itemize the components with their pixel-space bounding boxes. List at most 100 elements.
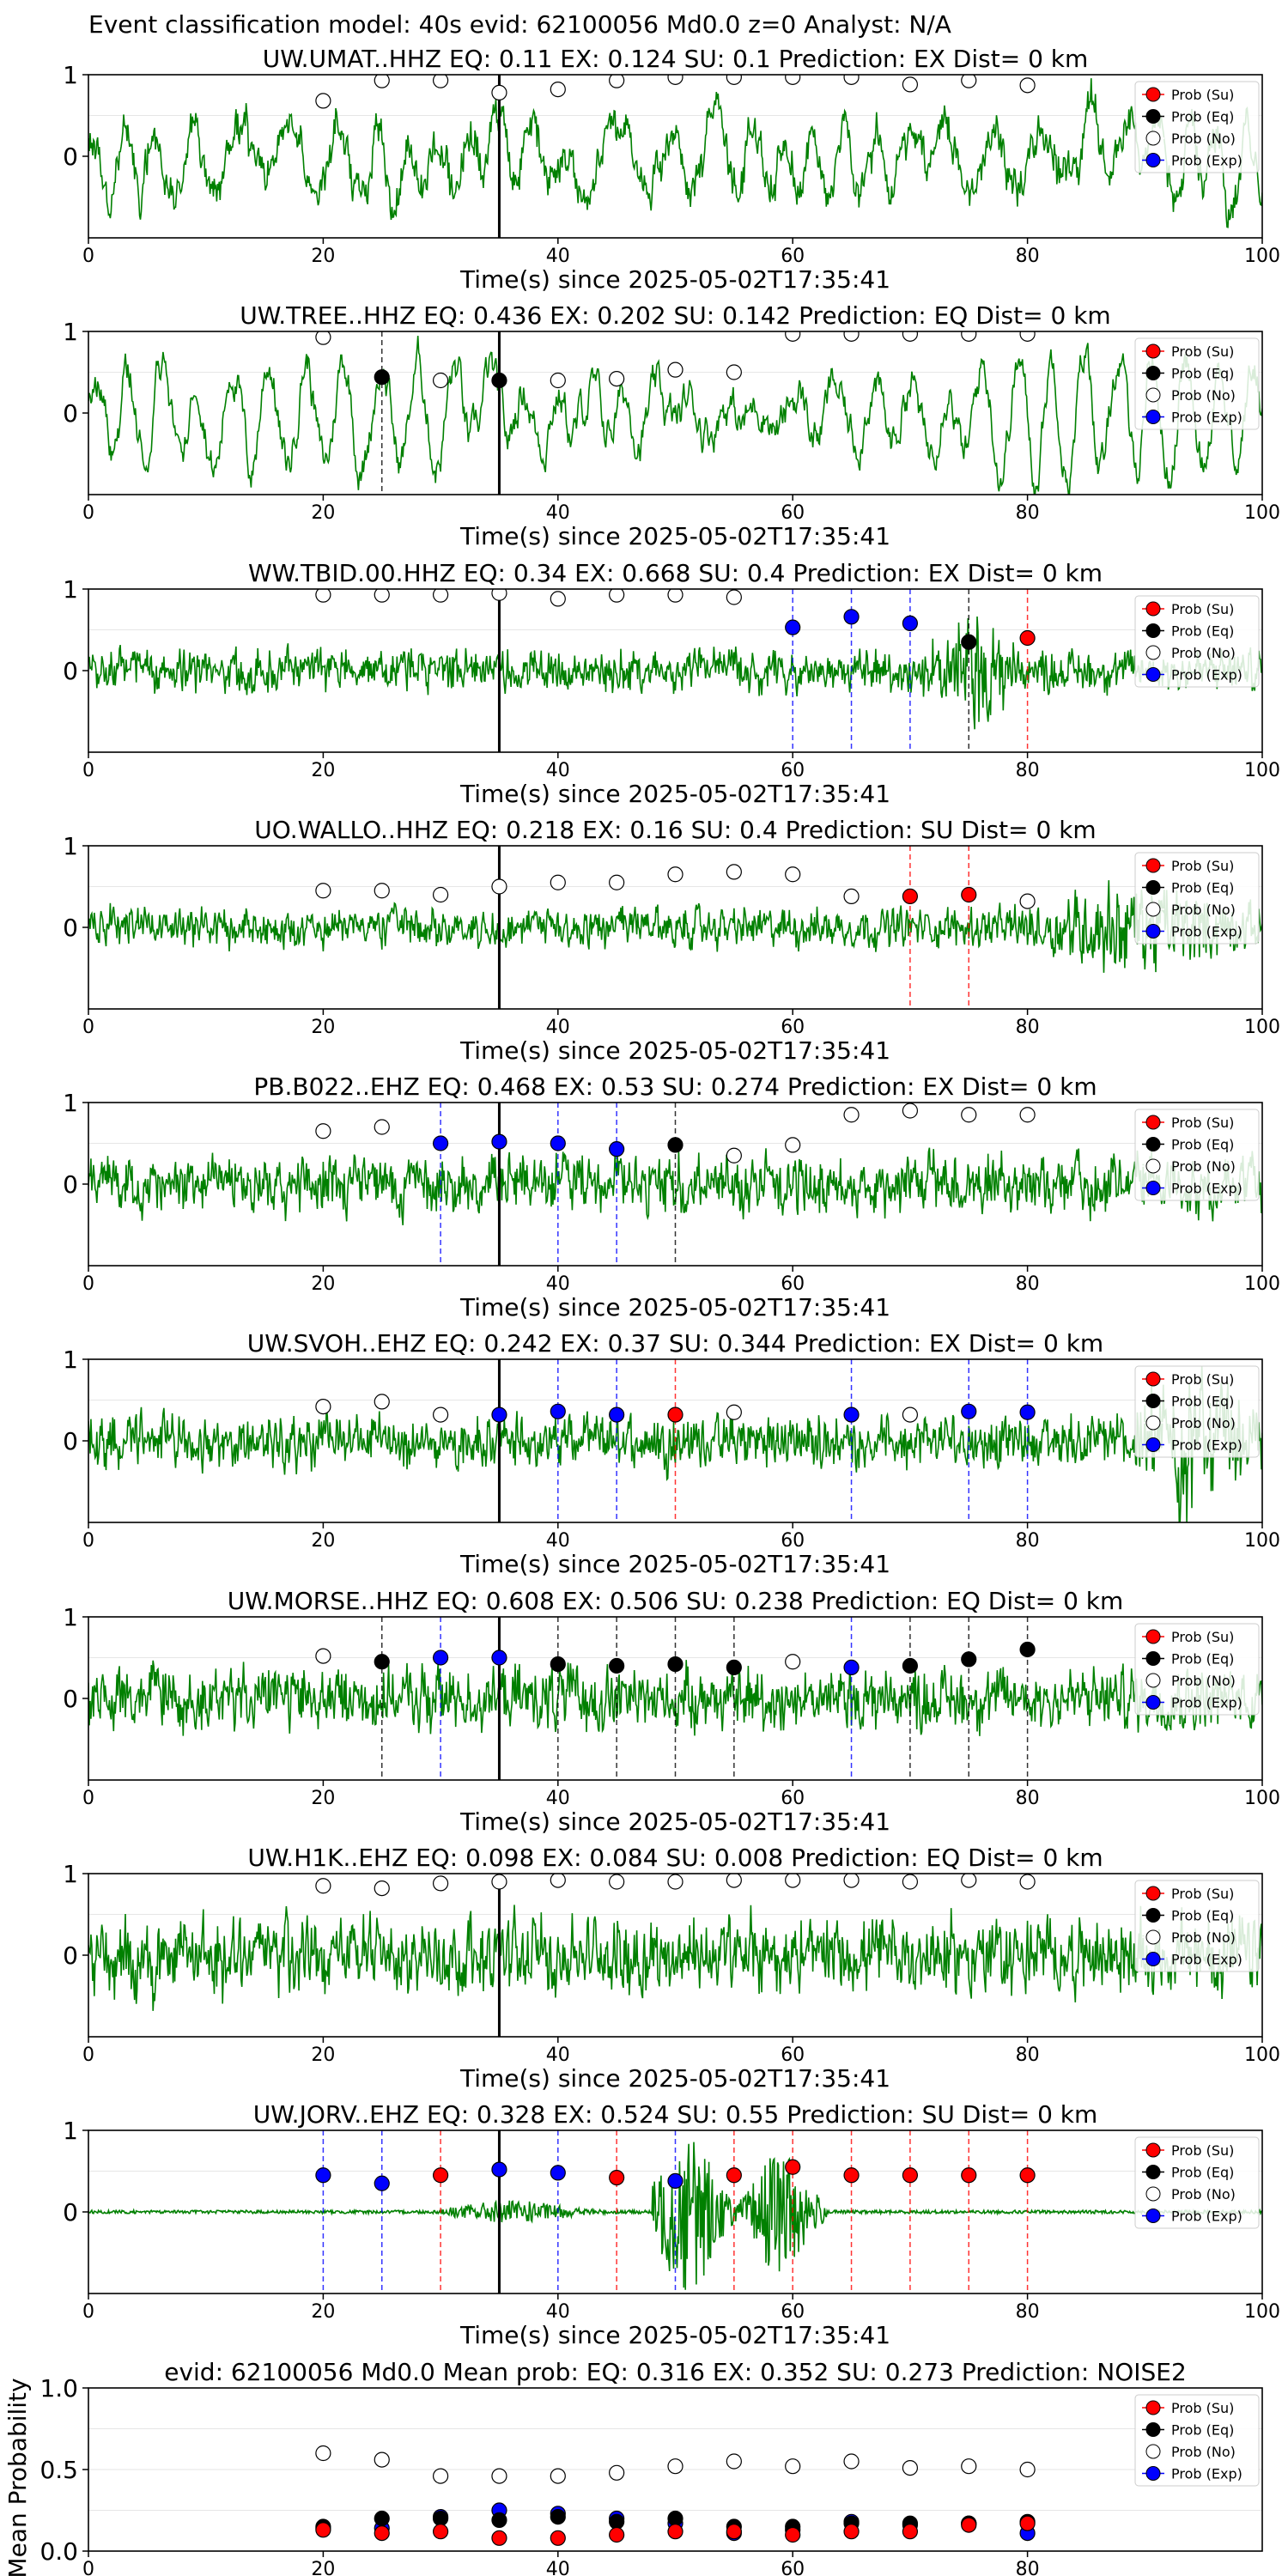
- legend-label: Prob (Exp): [1171, 153, 1242, 169]
- prob-marker: [374, 1654, 390, 1670]
- x-tick-label: 40: [546, 2301, 570, 2323]
- chart-panel: evid: 62100056 Md0.0 Mean prob: EQ: 0.31…: [3, 2358, 1263, 2576]
- y-tick-label: 0: [63, 657, 78, 685]
- legend-label: Prob (Su): [1171, 2400, 1234, 2416]
- x-tick-label: 60: [781, 246, 805, 267]
- y-tick-label: 1: [63, 575, 78, 604]
- prob-marker: [432, 2468, 449, 2484]
- legend-label: Prob (No): [1171, 902, 1236, 918]
- legend-marker: [1145, 87, 1161, 102]
- x-tick-label: 20: [311, 760, 335, 781]
- prob-marker: [315, 2445, 331, 2462]
- prob-marker: [843, 75, 860, 85]
- plot-area: [88, 1874, 1262, 2037]
- y-tick-label: 1: [63, 1603, 78, 1631]
- prob-marker: [315, 2522, 331, 2538]
- legend-marker: [1145, 1952, 1161, 1966]
- prob-marker: [785, 331, 801, 342]
- legend-label: Prob (Exp): [1171, 667, 1242, 683]
- legend-marker: [1145, 109, 1161, 124]
- prob-marker: [726, 75, 742, 85]
- x-tick-label: 100: [1244, 1788, 1280, 1809]
- x-axis-label: Time(s) since 2025-05-02T17:35:41: [459, 522, 890, 550]
- legend-box: [1134, 1623, 1260, 1716]
- prob-marker: [667, 1874, 683, 1890]
- prob-marker: [609, 2170, 625, 2186]
- panel-title: UW.UMAT..HHZ EQ: 0.11 EX: 0.124 SU: 0.1 …: [263, 45, 1089, 73]
- legend-marker: [1145, 153, 1161, 167]
- prob-marker: [491, 878, 507, 895]
- legend-label: Prob (Eq): [1171, 2165, 1234, 2181]
- x-tick-label: 60: [781, 1788, 805, 1809]
- prob-marker: [609, 371, 625, 387]
- prob-marker: [726, 1147, 742, 1163]
- prob-marker: [491, 2512, 507, 2528]
- prob-marker: [961, 1403, 977, 1419]
- legend-box: [1134, 1109, 1260, 1201]
- prob-marker: [961, 331, 977, 342]
- prob-marker: [961, 634, 977, 650]
- chart-panel: UW.SVOH..EHZ EQ: 0.242 EX: 0.37 SU: 0.34…: [63, 1329, 1280, 1578]
- legend-marker: [1145, 667, 1161, 682]
- prob-marker: [609, 1141, 625, 1157]
- prob-marker: [433, 589, 449, 603]
- prob-marker: [432, 1649, 449, 1666]
- legend-marker: [1145, 410, 1161, 424]
- x-tick-label: 60: [781, 1273, 805, 1295]
- legend-marker: [1145, 2400, 1161, 2415]
- x-axis-label: Time(s) since 2025-05-02T17:35:41: [459, 1293, 890, 1321]
- prob-marker: [902, 1657, 919, 1674]
- prob-marker: [374, 2525, 390, 2542]
- legend-marker: [1145, 924, 1161, 939]
- panel-title: WW.TBID.00.HHZ EQ: 0.34 EX: 0.668 SU: 0.…: [248, 559, 1103, 587]
- legend-box: [1134, 337, 1260, 430]
- prob-marker: [609, 75, 625, 88]
- x-tick-label: 40: [546, 760, 570, 781]
- y-tick-label: 1: [63, 1346, 78, 1374]
- prob-marker: [315, 883, 331, 899]
- prob-marker: [315, 1398, 331, 1415]
- prob-marker: [491, 84, 507, 101]
- prob-marker: [961, 2167, 977, 2184]
- x-tick-label: 100: [1244, 760, 1280, 781]
- prob-marker: [432, 886, 449, 903]
- prob-marker: [726, 864, 742, 880]
- x-tick-label: 20: [311, 1530, 335, 1552]
- x-tick-label: 40: [546, 1017, 570, 1038]
- prob-marker: [843, 1107, 860, 1123]
- legend-box: [1134, 1880, 1260, 1972]
- x-tick-label: 20: [311, 2301, 335, 2323]
- legend-marker: [1145, 1908, 1161, 1923]
- prob-marker: [1019, 893, 1036, 909]
- legend-marker: [1145, 2422, 1161, 2437]
- prob-marker: [726, 1659, 742, 1676]
- prob-marker: [374, 2175, 390, 2191]
- x-tick-label: 20: [311, 2044, 335, 2066]
- legend-label: Prob (Exp): [1171, 410, 1242, 426]
- chart-panel: UW.MORSE..HHZ EQ: 0.608 EX: 0.506 SU: 0.…: [63, 1587, 1280, 1836]
- y-axis-label: Mean Probability: [3, 2378, 32, 2576]
- legend-label: Prob (Exp): [1171, 2466, 1242, 2482]
- prob-marker: [667, 361, 683, 378]
- prob-marker: [374, 2451, 390, 2468]
- legend-marker: [1145, 1437, 1161, 1452]
- y-tick-label: 0: [63, 399, 78, 428]
- legend-label: Prob (No): [1171, 387, 1236, 404]
- prob-marker: [550, 874, 566, 890]
- y-tick-label: 1: [63, 1860, 78, 1888]
- prob-marker: [785, 2458, 801, 2475]
- y-tick-label: 0: [63, 1170, 78, 1199]
- prob-marker: [667, 2458, 683, 2475]
- prob-marker: [667, 2524, 683, 2540]
- legend-label: Prob (Eq): [1171, 1908, 1234, 1924]
- waveform-trace: [88, 1147, 1262, 1225]
- legend-marker: [1145, 1394, 1161, 1408]
- x-tick-label: 80: [1016, 2044, 1040, 2066]
- x-tick-label: 80: [1016, 1788, 1040, 1809]
- prob-marker: [432, 1406, 449, 1423]
- prob-marker: [1019, 77, 1036, 94]
- prob-marker: [550, 591, 566, 607]
- x-tick-label: 0: [82, 1788, 94, 1809]
- chart-panel: PB.B022..EHZ EQ: 0.468 EX: 0.53 SU: 0.27…: [63, 1072, 1280, 1321]
- y-tick-label: 1.0: [39, 2374, 78, 2403]
